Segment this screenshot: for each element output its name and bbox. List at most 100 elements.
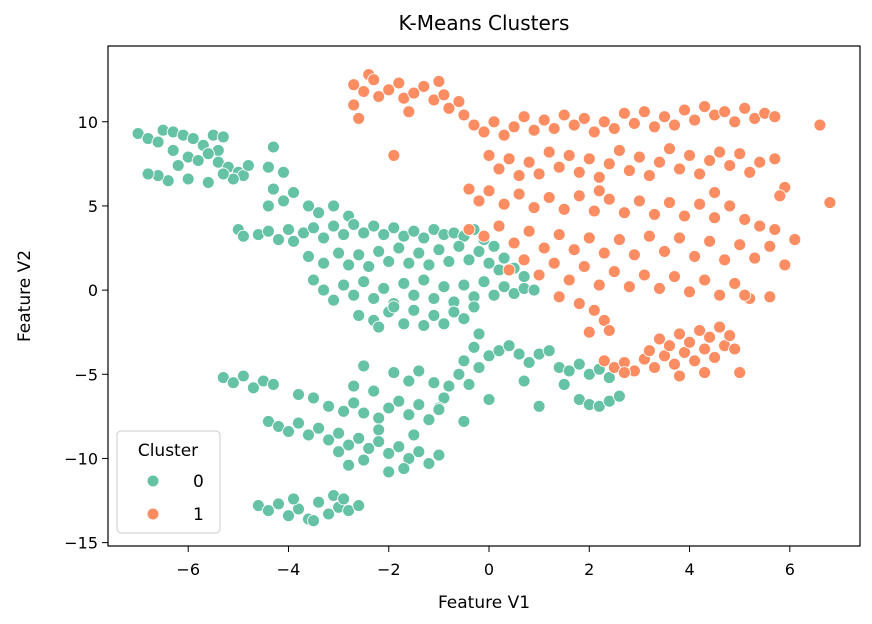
point-cluster-0-202 bbox=[382, 465, 396, 479]
point-cluster-0-19 bbox=[241, 159, 255, 172]
point-cluster-0-22 bbox=[201, 175, 215, 189]
point-cluster-1-131 bbox=[502, 263, 516, 277]
point-cluster-0-197 bbox=[412, 445, 426, 459]
point-cluster-1-65 bbox=[612, 143, 626, 157]
point-cluster-1-26 bbox=[527, 123, 541, 137]
point-cluster-1-102 bbox=[723, 199, 737, 213]
point-cluster-1-84 bbox=[462, 182, 476, 196]
point-cluster-0-74 bbox=[362, 260, 376, 273]
point-cluster-1-71 bbox=[673, 162, 686, 176]
point-cluster-0-191 bbox=[352, 431, 366, 445]
point-cluster-1-128 bbox=[748, 251, 762, 265]
point-cluster-0-178 bbox=[347, 379, 361, 393]
point-cluster-1-100 bbox=[693, 197, 707, 211]
point-cluster-1-17 bbox=[352, 111, 366, 125]
point-cluster-0-171 bbox=[402, 408, 416, 422]
point-cluster-1-7 bbox=[397, 91, 411, 105]
point-cluster-0-2 bbox=[151, 135, 165, 149]
point-cluster-0-204 bbox=[332, 445, 346, 459]
point-cluster-0-185 bbox=[292, 416, 305, 430]
point-cluster-0-117 bbox=[427, 308, 441, 322]
point-cluster-1-75 bbox=[713, 145, 727, 159]
point-cluster-1-48 bbox=[748, 111, 762, 125]
point-cluster-1-5 bbox=[382, 83, 396, 97]
point-cluster-0-97 bbox=[397, 276, 411, 290]
point-cluster-1-1 bbox=[357, 85, 371, 98]
point-cluster-0-10 bbox=[216, 130, 230, 144]
point-cluster-1-20 bbox=[467, 118, 481, 132]
point-cluster-1-42 bbox=[688, 113, 702, 127]
point-cluster-1-92 bbox=[572, 189, 586, 203]
point-cluster-1-25 bbox=[517, 110, 531, 124]
point-cluster-0-167 bbox=[357, 406, 371, 420]
point-cluster-1-175 bbox=[703, 330, 717, 344]
point-cluster-1-0 bbox=[347, 78, 361, 92]
point-cluster-1-23 bbox=[497, 128, 511, 142]
point-cluster-1-43 bbox=[698, 100, 712, 114]
point-cluster-1-90 bbox=[542, 191, 556, 204]
point-cluster-1-51 bbox=[813, 118, 827, 132]
point-cluster-0-82 bbox=[442, 255, 456, 268]
point-cluster-0-200 bbox=[342, 458, 356, 472]
point-cluster-0-58 bbox=[417, 231, 431, 245]
point-cluster-1-61 bbox=[572, 165, 586, 179]
y-tick-label--5: −5 bbox=[74, 365, 98, 384]
point-cluster-1-130 bbox=[778, 258, 792, 272]
point-cluster-0-208 bbox=[261, 504, 275, 518]
point-cluster-1-60 bbox=[562, 148, 576, 162]
point-cluster-1-123 bbox=[673, 231, 686, 245]
point-cluster-1-181 bbox=[673, 369, 686, 383]
point-cluster-1-94 bbox=[602, 192, 616, 206]
point-cluster-1-179 bbox=[698, 366, 712, 380]
point-cluster-0-90 bbox=[327, 293, 341, 307]
y-tick-label-10: 10 bbox=[78, 113, 98, 132]
x-axis-label: Feature V1 bbox=[438, 593, 530, 613]
point-cluster-0-59 bbox=[427, 223, 441, 236]
point-cluster-0-36 bbox=[312, 206, 326, 220]
point-cluster-0-145 bbox=[582, 367, 596, 381]
point-cluster-0-29 bbox=[261, 160, 275, 174]
point-cluster-1-171 bbox=[663, 339, 676, 353]
point-cluster-0-72 bbox=[342, 258, 356, 272]
point-cluster-0-94 bbox=[367, 292, 381, 305]
point-cluster-1-140 bbox=[637, 268, 651, 282]
point-cluster-0-125 bbox=[467, 340, 481, 354]
point-cluster-1-55 bbox=[512, 169, 526, 183]
point-cluster-1-36 bbox=[627, 116, 641, 130]
x-tick-label-2: 2 bbox=[584, 560, 594, 579]
point-cluster-1-153 bbox=[597, 313, 611, 327]
point-cluster-0-134 bbox=[492, 344, 506, 358]
point-cluster-1-63 bbox=[592, 170, 606, 184]
point-cluster-1-106 bbox=[788, 233, 802, 247]
point-cluster-0-6 bbox=[186, 132, 200, 146]
point-cluster-1-56 bbox=[522, 155, 536, 169]
point-cluster-0-88 bbox=[307, 273, 320, 287]
point-cluster-0-68 bbox=[517, 270, 531, 284]
point-cluster-1-31 bbox=[577, 111, 591, 125]
point-cluster-1-139 bbox=[622, 280, 636, 294]
x-tick-label-0: 0 bbox=[484, 560, 494, 579]
point-cluster-0-143 bbox=[562, 364, 576, 378]
point-cluster-1-33 bbox=[597, 115, 611, 129]
point-cluster-0-79 bbox=[412, 246, 426, 260]
point-cluster-0-218 bbox=[307, 514, 320, 528]
point-cluster-1-58 bbox=[542, 145, 556, 159]
x-tick-label-6: 6 bbox=[785, 560, 795, 579]
point-cluster-1-93 bbox=[587, 204, 601, 218]
y-tick-label-0: 0 bbox=[88, 281, 98, 300]
point-cluster-1-155 bbox=[582, 325, 596, 339]
point-cluster-0-111 bbox=[352, 308, 366, 322]
point-cluster-0-45 bbox=[287, 234, 300, 248]
point-cluster-0-195 bbox=[392, 440, 406, 454]
point-cluster-1-16 bbox=[347, 98, 361, 112]
point-cluster-0-26 bbox=[141, 167, 155, 181]
point-cluster-0-217 bbox=[352, 499, 366, 513]
point-cluster-0-98 bbox=[407, 288, 421, 302]
x-tick-label-4: 4 bbox=[684, 560, 694, 579]
point-cluster-1-70 bbox=[663, 142, 676, 156]
point-cluster-1-15 bbox=[457, 108, 471, 122]
point-cluster-1-137 bbox=[592, 278, 606, 292]
point-cluster-0-123 bbox=[387, 300, 401, 314]
point-cluster-0-162 bbox=[292, 388, 305, 401]
point-cluster-1-57 bbox=[532, 167, 546, 181]
